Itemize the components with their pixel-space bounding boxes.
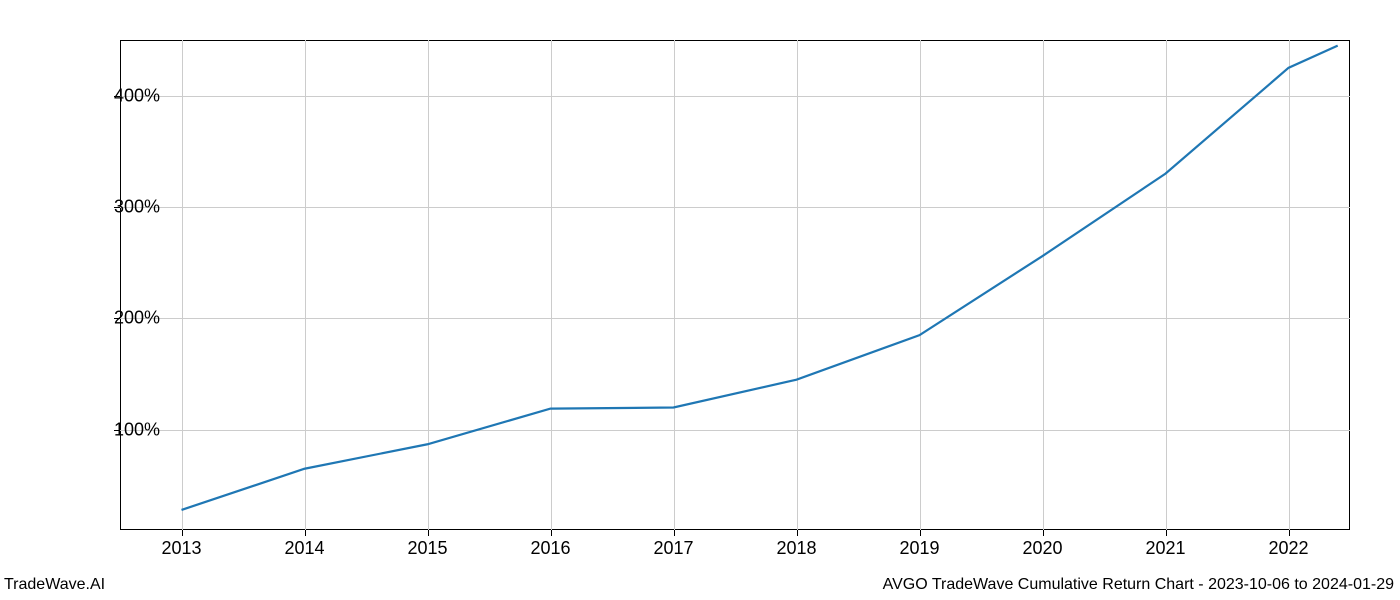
y-axis-tick-label: 300% — [80, 197, 160, 218]
x-axis-tick-label: 2019 — [899, 538, 939, 559]
x-axis-tick-label: 2018 — [776, 538, 816, 559]
chart-plot-area — [120, 40, 1350, 530]
x-axis-tick-label: 2014 — [284, 538, 324, 559]
x-tick-mark — [797, 530, 798, 536]
x-tick-mark — [182, 530, 183, 536]
x-axis-tick-label: 2020 — [1022, 538, 1062, 559]
footer-caption: AVGO TradeWave Cumulative Return Chart -… — [883, 576, 1394, 594]
y-axis-tick-label: 400% — [80, 85, 160, 106]
x-axis-tick-label: 2016 — [530, 538, 570, 559]
x-tick-mark — [1289, 530, 1290, 536]
x-tick-mark — [920, 530, 921, 536]
x-axis-tick-label: 2021 — [1145, 538, 1185, 559]
x-axis-tick-label: 2013 — [161, 538, 201, 559]
x-axis-tick-label: 2015 — [407, 538, 447, 559]
x-tick-mark — [674, 530, 675, 536]
x-tick-mark — [305, 530, 306, 536]
x-tick-mark — [1166, 530, 1167, 536]
x-axis-tick-label: 2017 — [653, 538, 693, 559]
y-axis-tick-label: 100% — [80, 419, 160, 440]
x-tick-mark — [428, 530, 429, 536]
x-tick-mark — [551, 530, 552, 536]
footer-brand: TradeWave.AI — [4, 576, 105, 594]
x-tick-mark — [1043, 530, 1044, 536]
line-series — [120, 40, 1350, 530]
y-axis-tick-label: 200% — [80, 308, 160, 329]
x-axis-tick-label: 2022 — [1268, 538, 1308, 559]
